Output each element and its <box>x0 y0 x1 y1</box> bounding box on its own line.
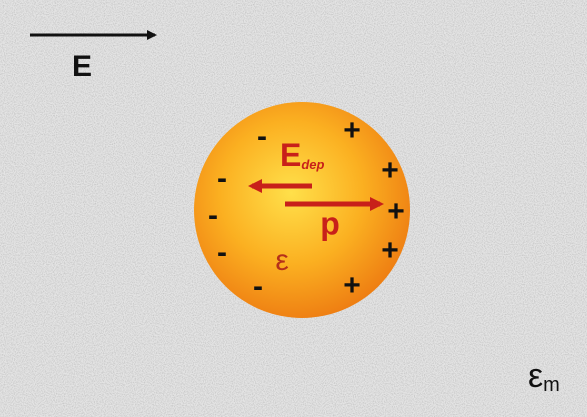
field-label: E <box>72 50 92 83</box>
medium-subscript: m <box>543 374 560 396</box>
negative-charge: - <box>217 236 227 269</box>
negative-charge: - <box>217 162 227 195</box>
negative-charge: - <box>253 270 263 303</box>
medium-main: ε <box>528 357 543 395</box>
dep-label: Edep <box>280 137 325 173</box>
dep-subscript: dep <box>301 157 324 172</box>
positive-charge: + <box>343 269 361 302</box>
particle-permittivity: ε <box>275 244 288 277</box>
particle <box>194 102 410 318</box>
medium-label: εm <box>528 357 560 396</box>
dipole-label: p <box>320 205 340 241</box>
positive-charge: + <box>381 154 399 187</box>
dep-main: E <box>280 137 301 173</box>
positive-charge: + <box>387 195 405 228</box>
negative-charge: - <box>257 120 267 153</box>
positive-charge: + <box>381 234 399 267</box>
positive-charge: + <box>343 114 361 147</box>
negative-charge: - <box>208 199 218 232</box>
